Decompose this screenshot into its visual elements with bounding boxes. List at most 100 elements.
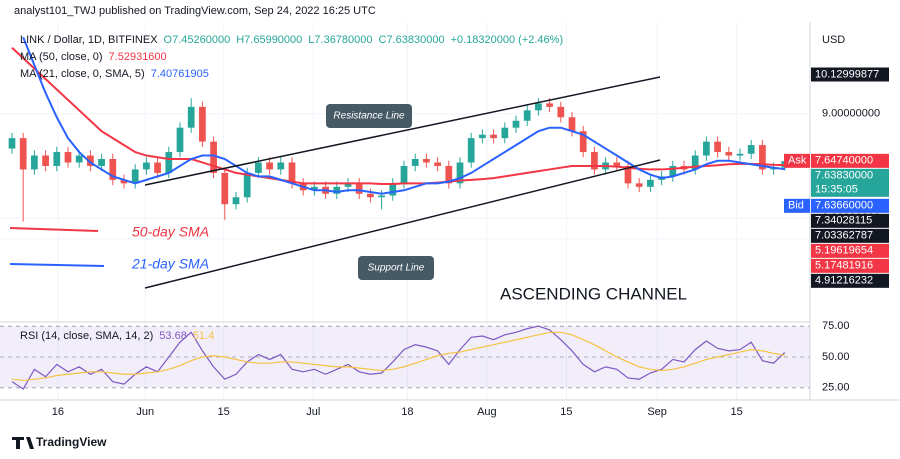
ohlc-value: O7.45260000: [164, 34, 231, 46]
candle-body: [691, 155, 699, 170]
price-tag-label: 5.19619654: [815, 245, 873, 257]
price-tag: [811, 168, 889, 197]
resistance-line: [144, 76, 661, 186]
x-tick-label: Jun: [136, 406, 154, 418]
rsi-tick-label: 50.00: [822, 351, 850, 363]
ohlc-value: L7.36780000: [308, 34, 372, 46]
candle-body: [523, 110, 531, 121]
price-tag-label: 4.91216232: [815, 275, 873, 287]
candle-body: [64, 152, 72, 163]
ma50-annotation: 50-day SMA: [132, 224, 209, 240]
candle-body: [456, 162, 464, 184]
resistance-label: Resistance Line: [333, 111, 405, 122]
candle-body: [613, 162, 621, 166]
candle-body: [423, 159, 430, 163]
candle-body: [736, 153, 744, 156]
price-tag-name: Ask: [788, 155, 807, 167]
symbol: LINK / Dollar, 1D, BITFINEX: [20, 34, 158, 46]
price-tag-label: 7.64740000: [815, 155, 873, 167]
candle-body: [635, 183, 643, 187]
ma50-legend: MA (50, close, 0) 7.52931600: [20, 51, 167, 63]
candle-body: [143, 162, 150, 170]
rsi-tick-label: 25.00: [822, 382, 850, 394]
price-tag-side: [784, 153, 810, 168]
price-tag: [811, 228, 889, 243]
x-tick-label: Sep: [647, 406, 667, 418]
candle-body: [714, 141, 721, 153]
publish-header: analyst101_TWJ published on TradingView.…: [14, 5, 376, 17]
candle-body: [378, 195, 385, 198]
ohlc-value: +0.18320000 (+2.46%): [451, 34, 564, 46]
price-tag-time: 15:35:05: [815, 184, 858, 196]
candle-body: [75, 155, 83, 163]
candle-body: [243, 172, 251, 198]
candle-body: [703, 141, 710, 156]
support-line: [144, 159, 661, 289]
ma-line: [22, 36, 785, 195]
candle-body: [31, 155, 38, 170]
ma-legend-name: MA (50, close, 0): [20, 51, 103, 63]
candle-body: [579, 131, 587, 153]
candle-body: [199, 106, 206, 142]
rsi-line: [11, 325, 786, 390]
x-tick-label: 16: [52, 406, 64, 418]
ma21-legend: MA (21, close, 0, SMA, 5) 7.40761905: [20, 68, 209, 80]
candle-body: [389, 183, 397, 196]
price-tag: [811, 67, 889, 82]
candle-body: [512, 120, 520, 128]
ma-legend-value: 7.52931600: [109, 51, 167, 63]
candle-body: [669, 165, 677, 177]
candle-body: [165, 152, 173, 173]
candle-body: [210, 141, 217, 173]
candle-body: [42, 155, 49, 166]
candle-body: [725, 152, 733, 156]
candle-body: [288, 162, 296, 184]
x-tick-label: 15: [731, 406, 743, 418]
price-tag-label: 7.34028115: [815, 215, 872, 227]
ma-legend-name: MA (21, close, 0, SMA, 5): [20, 68, 145, 80]
price-tag-label: 10.12999877: [815, 68, 879, 80]
candle-body: [411, 159, 419, 166]
rsi-legend-value: 53.68: [159, 330, 187, 342]
candle-body: [546, 103, 553, 107]
price-tag-label: 7.63830000: [815, 170, 873, 182]
candle-body: [187, 106, 195, 128]
tv-logo: [12, 437, 34, 449]
price-tag: [811, 243, 889, 258]
candle-body: [255, 162, 262, 173]
price-tag: [811, 198, 889, 213]
candle-body: [624, 165, 632, 184]
candle-body: [647, 179, 654, 187]
candle-body: [131, 169, 139, 184]
price-tag-label: 7.03362787: [815, 230, 873, 242]
rsi-legend: RSI (14, close, SMA, 14, 2) 53.68 51.4: [20, 330, 214, 342]
price-tag-name: Bid: [788, 200, 804, 212]
support-label: Support Line: [368, 263, 425, 274]
ma50-label-line: [9, 227, 99, 232]
price-tag-label: 5.17481916: [815, 260, 873, 272]
candle-body: [490, 134, 497, 139]
candle-body: [759, 145, 766, 170]
currency: USD: [822, 34, 845, 46]
candle-body: [591, 152, 598, 170]
candle-body: [120, 179, 128, 184]
candle-body: [445, 165, 453, 184]
candle-body: [19, 138, 27, 170]
candle-body: [311, 186, 318, 191]
candle-body: [277, 162, 285, 170]
candle-body: [467, 138, 475, 163]
support-label-box: [358, 256, 434, 280]
candle-body: [154, 162, 161, 173]
price-tag: [811, 273, 889, 288]
x-tick-label: 18: [401, 406, 413, 418]
symbol-legend: LINK / Dollar, 1D, BITFINEX O7.45260000 H7…: [20, 34, 563, 46]
candle-body: [109, 159, 117, 180]
candle-body: [557, 106, 565, 118]
candle-body: [232, 197, 240, 205]
candle-body: [221, 172, 229, 205]
y-tick-label: 9.00000000: [822, 108, 880, 120]
ma21-label-line: [9, 263, 105, 267]
candle-body: [8, 138, 16, 149]
